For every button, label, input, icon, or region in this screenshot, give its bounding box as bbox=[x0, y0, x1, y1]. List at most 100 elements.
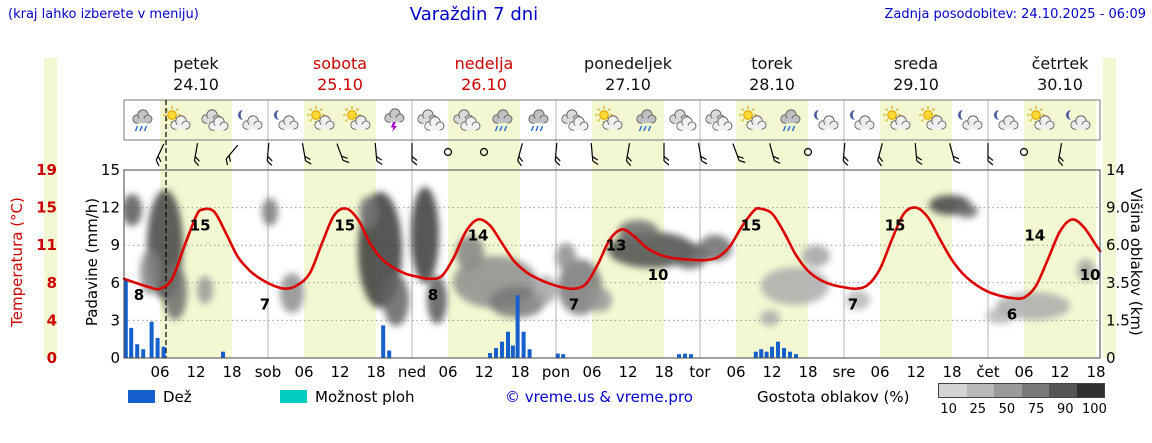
svg-text:0: 0 bbox=[1106, 349, 1116, 367]
site-link[interactable]: © vreme.us & vreme.pro bbox=[505, 388, 693, 406]
weather-icon bbox=[561, 109, 589, 131]
axis-tick-labels: 19 15 11 8 4 0 15 12 9 6 3 0 14 9.0 6.0 3.5 1.5 0 06 12 18 so… bbox=[36, 161, 1130, 381]
svg-text:6: 6 bbox=[1007, 306, 1017, 324]
rain-bar bbox=[387, 350, 392, 358]
wind-barb-icon bbox=[411, 143, 418, 166]
weather-icon bbox=[1027, 106, 1055, 130]
cloud-density-scale bbox=[938, 383, 1105, 398]
svg-text:15: 15 bbox=[885, 217, 906, 235]
svg-text:06: 06 bbox=[726, 363, 745, 381]
day-name: torek bbox=[751, 54, 793, 73]
cloud-density-value: 90 bbox=[1057, 402, 1074, 417]
svg-text:14: 14 bbox=[1024, 226, 1045, 244]
rain-bar bbox=[123, 280, 128, 358]
rain-bar bbox=[506, 331, 510, 358]
wind-barb-icon bbox=[155, 143, 165, 167]
weather-icon bbox=[739, 106, 767, 130]
svg-text:12: 12 bbox=[618, 363, 637, 381]
wind-barb-icon bbox=[987, 143, 994, 166]
day-date: 30.10 bbox=[1037, 75, 1083, 94]
svg-text:6.0: 6.0 bbox=[1106, 236, 1130, 254]
weather-icon bbox=[595, 106, 623, 130]
svg-text:ned: ned bbox=[398, 363, 426, 381]
day-date: 26.10 bbox=[461, 75, 507, 94]
rain-legend-label: Dež bbox=[163, 388, 192, 406]
rain-bar bbox=[677, 354, 681, 358]
svg-text:18: 18 bbox=[1086, 363, 1105, 381]
rain-bar bbox=[794, 354, 798, 358]
svg-text:06: 06 bbox=[1014, 363, 1033, 381]
wind-barb-icon bbox=[1057, 143, 1064, 167]
svg-text:18: 18 bbox=[942, 363, 961, 381]
temperature-value-labels: 8 15 7 15 8 14 7 13 10 15 7 15 6 14 10 bbox=[134, 217, 1101, 324]
rain-bar bbox=[515, 295, 520, 358]
weather-icon bbox=[163, 106, 191, 130]
svg-text:19: 19 bbox=[36, 161, 57, 179]
wind-barb-icon bbox=[336, 143, 350, 164]
weather-icon bbox=[669, 109, 697, 131]
cloud-density-step bbox=[939, 384, 967, 397]
cloud-density-value: 75 bbox=[1027, 402, 1045, 417]
weather-icon bbox=[994, 110, 1019, 130]
showers-legend-label: Možnost ploh bbox=[315, 388, 415, 406]
weather-icon bbox=[132, 109, 153, 132]
svg-text:0: 0 bbox=[47, 349, 57, 367]
rain-bar bbox=[527, 349, 532, 358]
cloud-density-step bbox=[966, 384, 994, 397]
wind-barb-icon bbox=[590, 142, 599, 166]
wind-barbs-row bbox=[155, 142, 1064, 167]
svg-text:11: 11 bbox=[36, 236, 57, 254]
svg-text:15: 15 bbox=[36, 199, 57, 217]
svg-text:12: 12 bbox=[330, 363, 349, 381]
cloud-density-step bbox=[1076, 384, 1104, 397]
svg-text:12: 12 bbox=[906, 363, 925, 381]
wind-barb-icon bbox=[301, 143, 312, 165]
svg-text:8: 8 bbox=[47, 274, 57, 292]
weather-icon bbox=[384, 108, 405, 132]
svg-text:14: 14 bbox=[1106, 161, 1125, 179]
cloud-density-step bbox=[994, 384, 1022, 397]
svg-text:8: 8 bbox=[134, 286, 144, 304]
wind-barb-icon bbox=[949, 143, 961, 164]
calm-wind-icon bbox=[803, 147, 813, 157]
wind-barb-icon bbox=[517, 143, 524, 167]
svg-text:4: 4 bbox=[47, 311, 57, 329]
weather-icon bbox=[919, 106, 947, 130]
day-date: 29.10 bbox=[893, 75, 939, 94]
wind-barb-icon bbox=[732, 143, 746, 164]
rain-bar bbox=[135, 344, 140, 358]
rain-bar bbox=[521, 331, 526, 358]
weather-icon bbox=[705, 109, 733, 131]
svg-text:1.5: 1.5 bbox=[1106, 311, 1130, 329]
weather-icon bbox=[343, 106, 371, 130]
weather-icon bbox=[417, 109, 445, 131]
svg-text:6: 6 bbox=[110, 274, 120, 292]
svg-text:18: 18 bbox=[510, 363, 529, 381]
temperature-curve bbox=[122, 206, 1102, 301]
rain-bar bbox=[221, 351, 225, 358]
rain-bar bbox=[561, 354, 566, 358]
weather-icon bbox=[453, 109, 481, 131]
wind-barb-icon bbox=[769, 143, 781, 164]
svg-text:18: 18 bbox=[654, 363, 673, 381]
svg-text:06: 06 bbox=[438, 363, 457, 381]
svg-text:sob: sob bbox=[255, 363, 282, 381]
plot-border bbox=[123, 169, 1101, 359]
cloud-density-value: 50 bbox=[998, 402, 1016, 417]
rain-bar bbox=[488, 353, 492, 358]
rain-bar bbox=[149, 321, 154, 358]
weather-icon bbox=[528, 109, 549, 132]
svg-text:12: 12 bbox=[1050, 363, 1069, 381]
day-name: petek bbox=[173, 54, 219, 73]
svg-text:06: 06 bbox=[582, 363, 601, 381]
svg-text:9: 9 bbox=[110, 236, 120, 254]
weather-icon bbox=[780, 109, 801, 132]
day-date: 28.10 bbox=[749, 75, 795, 94]
svg-text:3.5: 3.5 bbox=[1106, 274, 1130, 292]
svg-text:13: 13 bbox=[606, 236, 627, 254]
rain-bar bbox=[155, 337, 160, 358]
svg-text:12: 12 bbox=[101, 199, 120, 217]
svg-text:15: 15 bbox=[741, 217, 762, 235]
showers-legend-swatch bbox=[280, 390, 307, 403]
